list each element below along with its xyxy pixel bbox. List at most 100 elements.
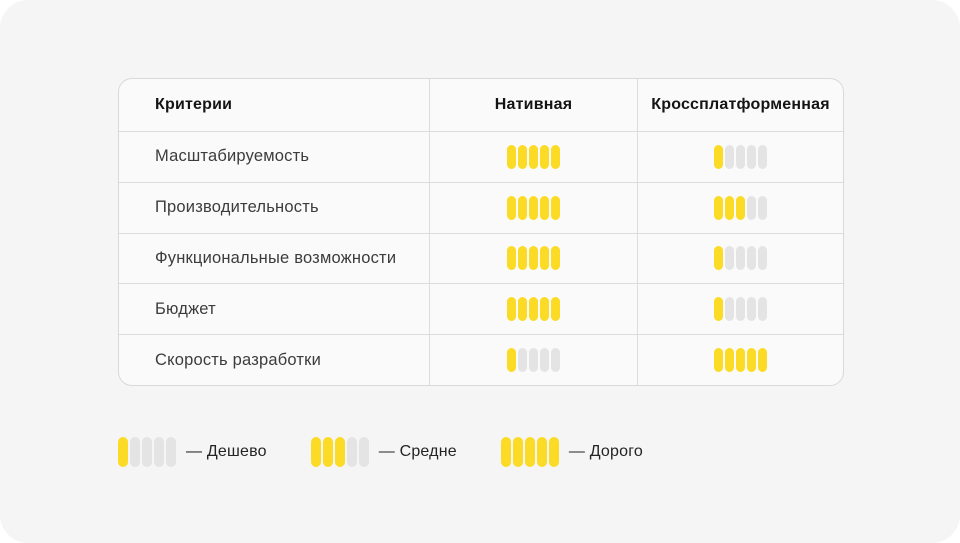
rating-pill-inactive <box>346 437 357 467</box>
rating-pill-inactive <box>518 348 527 373</box>
legend: — Дешево — Средне — Дорого <box>118 437 643 467</box>
row-label: Масштабируемость <box>155 147 310 166</box>
rating-pill-active <box>310 437 321 467</box>
rating-bars-native <box>507 297 560 322</box>
rating-bars-native <box>507 195 560 220</box>
rating-bars-native <box>507 144 560 169</box>
rating-pill-inactive <box>154 437 164 467</box>
rating-pill-inactive <box>747 195 756 220</box>
rating-pill-inactive <box>736 297 745 322</box>
rating-pill-active <box>529 246 538 271</box>
rating-bars-cross <box>714 348 767 373</box>
rating-pill-active <box>512 437 523 467</box>
rating-pill-active <box>725 348 734 373</box>
rating-pill-active <box>551 246 560 271</box>
rating-pill-active <box>747 348 756 373</box>
rating-pill-active <box>507 297 516 322</box>
rating-pill-inactive <box>736 246 745 271</box>
rating-pill-active <box>334 437 345 467</box>
column-header-criteria-label: Критерии <box>155 96 233 113</box>
legend-item-expensive: — Дорого <box>500 437 643 467</box>
table-row-cross-cell <box>637 283 843 335</box>
table-row-criteria: Бюджет <box>119 283 429 334</box>
legend-item-cheap: — Дешево <box>118 437 267 467</box>
rating-pill-active <box>507 144 516 169</box>
rating-pill-active <box>118 437 128 467</box>
rating-pill-active <box>714 195 723 220</box>
rating-pill-active <box>518 195 527 220</box>
rating-pill-inactive <box>725 144 734 169</box>
table-row-cross-cell <box>637 181 843 233</box>
rating-pill-active <box>529 195 538 220</box>
legend-rating-bars-cheap <box>118 437 176 467</box>
rating-pill-inactive <box>747 297 756 322</box>
rating-pill-active <box>529 144 538 169</box>
rating-pill-active <box>536 437 547 467</box>
table-row-cross-cell <box>637 334 843 385</box>
column-header-criteria: Критерии <box>119 79 429 131</box>
table-row-native-cell <box>429 232 637 284</box>
rating-pill-inactive <box>529 348 538 373</box>
rating-pill-inactive <box>142 437 152 467</box>
rating-pill-inactive <box>130 437 140 467</box>
legend-item-label: — Дешево <box>186 443 267 460</box>
column-header-crossplatform: Кроссплатформенная <box>637 79 843 131</box>
rating-pill-inactive <box>166 437 176 467</box>
rating-pill-inactive <box>758 195 767 220</box>
rating-pill-active <box>714 348 723 373</box>
rating-pill-active <box>507 348 516 373</box>
rating-pill-inactive <box>747 246 756 271</box>
row-label: Производительность <box>155 198 319 217</box>
legend-item-medium: — Средне <box>310 437 457 467</box>
table-row-native-cell <box>429 334 637 385</box>
rating-pill-active <box>714 144 723 169</box>
rating-pill-inactive <box>736 144 745 169</box>
rating-pill-active <box>714 246 723 271</box>
rating-bars-cross <box>714 144 767 169</box>
rating-pill-active <box>714 297 723 322</box>
rating-pill-inactive <box>725 246 734 271</box>
legend-rating-bars-expensive <box>500 437 559 467</box>
rating-pill-active <box>518 144 527 169</box>
rating-pill-active <box>551 297 560 322</box>
legend-rating-bars-medium <box>310 437 369 467</box>
legend-item-label: — Дорого <box>568 443 643 460</box>
rating-bars-native <box>507 348 560 373</box>
table-row-native-cell <box>429 181 637 233</box>
row-label: Бюджет <box>155 299 216 318</box>
table-row-criteria: Производительность <box>119 181 429 233</box>
rating-pill-active <box>500 437 511 467</box>
rating-pill-active <box>736 195 745 220</box>
table-row-criteria: Функциональные возможности <box>119 232 429 284</box>
rating-pill-active <box>758 348 767 373</box>
row-label: Функциональные возможности <box>155 248 397 267</box>
rating-pill-active <box>736 348 745 373</box>
rating-pill-inactive <box>747 144 756 169</box>
rating-pill-inactive <box>551 348 560 373</box>
rating-pill-inactive <box>758 246 767 271</box>
rating-pill-inactive <box>758 297 767 322</box>
rating-pill-active <box>524 437 535 467</box>
rating-pill-active <box>548 437 559 467</box>
column-header-native-label: Нативная <box>494 96 573 113</box>
rating-pill-active <box>507 246 516 271</box>
rating-bars-cross <box>714 195 767 220</box>
rating-pill-active <box>518 297 527 322</box>
rating-pill-inactive <box>358 437 369 467</box>
rating-pill-active <box>322 437 333 467</box>
table-row-criteria: Масштабируемость <box>119 131 429 182</box>
rating-pill-active <box>540 297 549 322</box>
column-header-crossplatform-label: Кроссплатформенная <box>651 96 830 113</box>
rating-pill-inactive <box>725 297 734 322</box>
rating-pill-active <box>551 144 560 169</box>
rating-pill-active <box>529 297 538 322</box>
rating-pill-active <box>540 246 549 271</box>
rating-pill-active <box>551 195 560 220</box>
rating-pill-active <box>507 195 516 220</box>
rating-pill-inactive <box>758 144 767 169</box>
comparison-table: Критерии Нативная Кроссплатформенная Мас… <box>118 78 844 386</box>
rating-pill-inactive <box>540 348 549 373</box>
table-row-native-cell <box>429 283 637 335</box>
rating-bars-native <box>507 246 560 271</box>
